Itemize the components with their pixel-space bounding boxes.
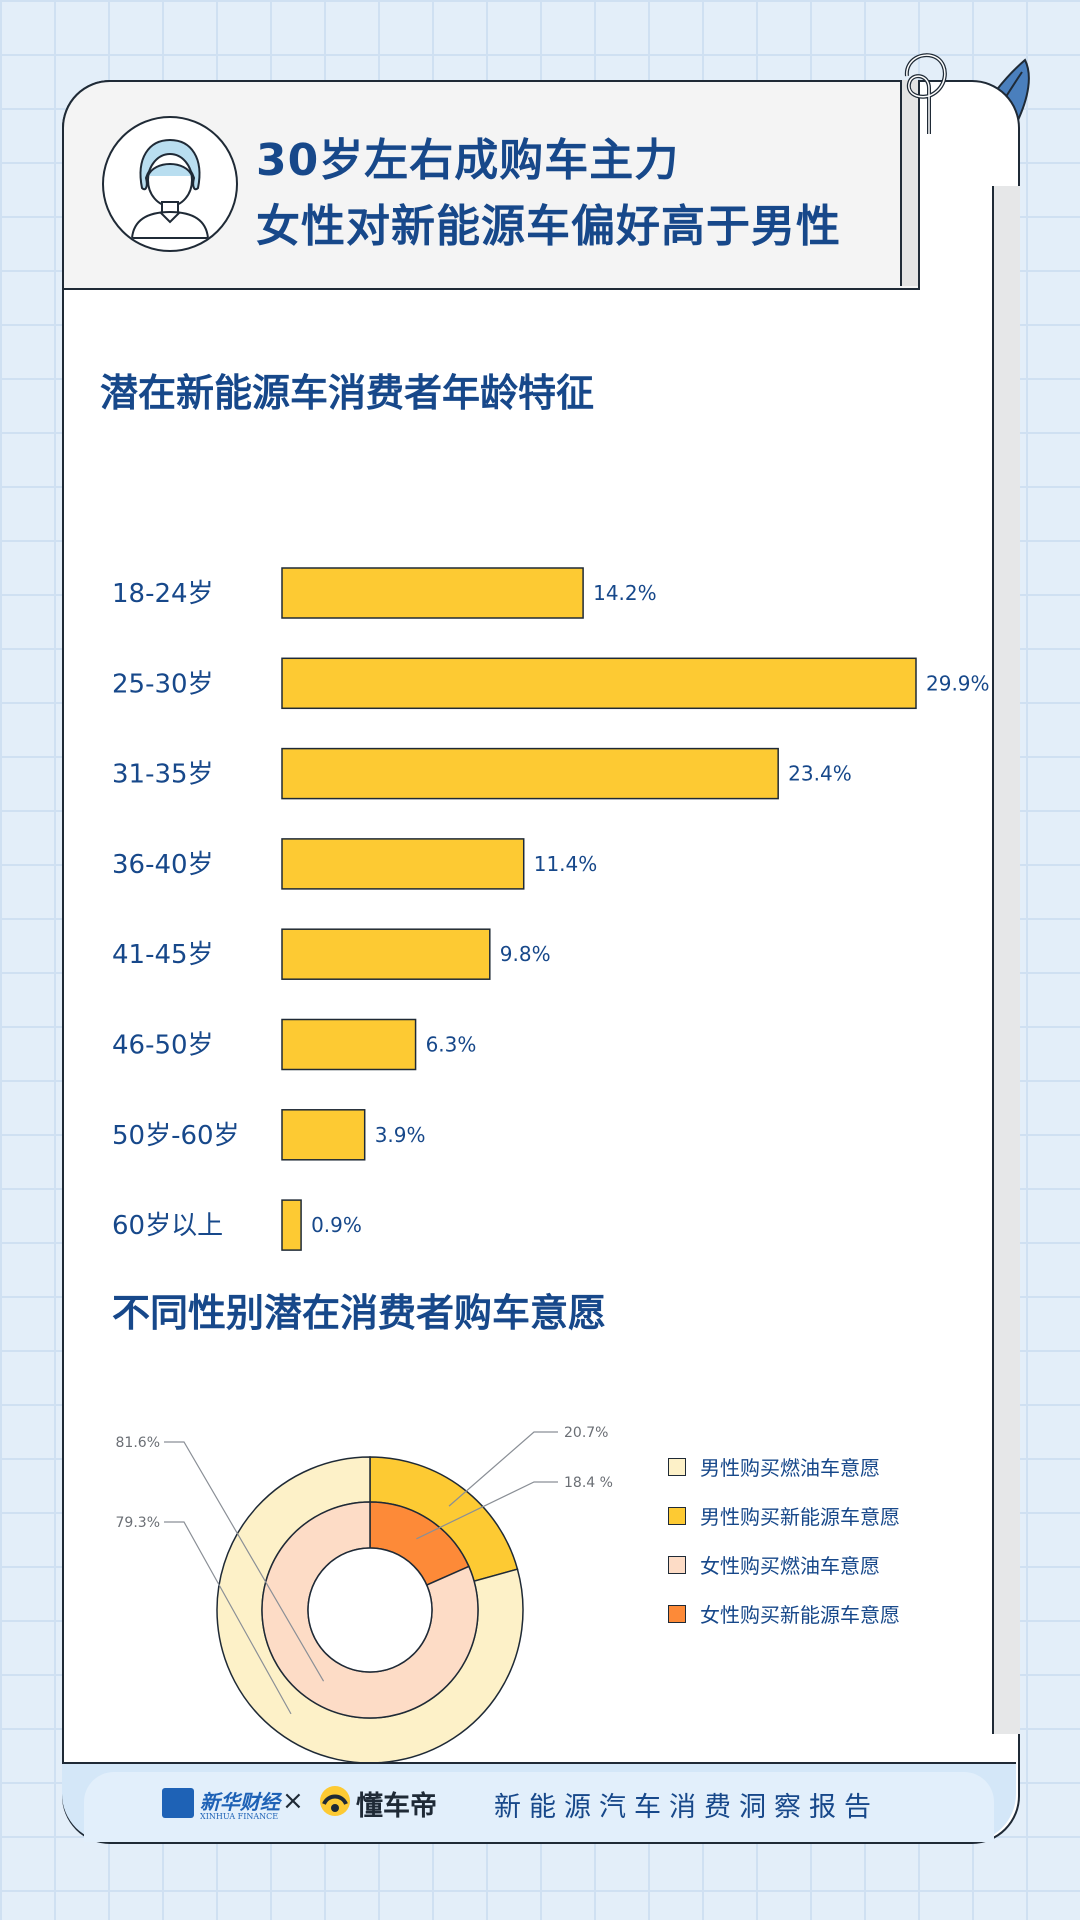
bar-category-label: 31-35岁 bbox=[112, 760, 214, 790]
paper-clip-icon bbox=[904, 53, 947, 134]
bar-category-label: 36-40岁 bbox=[112, 850, 214, 880]
donut-value-label: 20.7% bbox=[564, 1425, 608, 1441]
xinhua-brand-english: XINHUA FINANCE bbox=[200, 1812, 279, 1821]
partner-brand-name: 懂车帝 bbox=[356, 1791, 437, 1822]
donut-value-label: 81.6% bbox=[116, 1435, 160, 1451]
page-title-line-1: 30岁左右成购车主力 bbox=[256, 135, 680, 186]
donut-leader-line bbox=[164, 1521, 292, 1715]
xinhua-logo-icon bbox=[162, 1788, 194, 1818]
legend-label-male-nev: 男性购买新能源车意愿 bbox=[700, 1505, 900, 1529]
footer-inner-panel bbox=[84, 1772, 994, 1842]
woman-avatar-icon bbox=[130, 138, 210, 239]
bar bbox=[281, 567, 584, 619]
bar-value-label: 9.8% bbox=[500, 942, 551, 966]
card-side-shade bbox=[992, 186, 1020, 1734]
legend-item-male-fuel: 男性购买燃油车意愿 bbox=[668, 1452, 900, 1501]
bar-value-label: 3.9% bbox=[375, 1123, 426, 1147]
brand-separator: × bbox=[282, 1786, 304, 1816]
dongchedi-logo-icon bbox=[320, 1786, 350, 1816]
legend-label-male-fuel: 男性购买燃油车意愿 bbox=[700, 1456, 880, 1480]
bar-category-label: 60岁以上 bbox=[112, 1211, 223, 1241]
bar bbox=[281, 838, 525, 890]
bar-value-label: 6.3% bbox=[426, 1033, 477, 1057]
legend-item-female-nev: 女性购买新能源车意愿 bbox=[668, 1599, 900, 1648]
header-side-shade bbox=[900, 80, 920, 286]
bar-category-label: 18-24岁 bbox=[112, 579, 214, 609]
donut-value-label: 18.4 % bbox=[564, 1475, 613, 1491]
bar-value-label: 29.9% bbox=[926, 671, 990, 695]
donut-value-label: 79.3% bbox=[116, 1515, 160, 1531]
legend-item-male-nev: 男性购买新能源车意愿 bbox=[668, 1501, 900, 1550]
legend-swatch-female-fuel bbox=[668, 1556, 686, 1574]
legend-item-female-fuel: 女性购买燃油车意愿 bbox=[668, 1550, 900, 1599]
age-bar-chart: 18-24岁 14.2% 25-30岁 29.9% 31-35岁 23.4% 36-40岁 1… bbox=[112, 567, 990, 1251]
donut-leader-line bbox=[448, 1431, 558, 1507]
main-card: 30岁左右成购车主力 女性对新能源车偏好高于男性 潜在新能源车消费者年龄特征 1… bbox=[62, 53, 1020, 1844]
xinhua-brand-name: 新华财经 bbox=[200, 1790, 280, 1814]
report-name: 新能源汽车消费洞察报告 bbox=[494, 1792, 879, 1823]
donut-leader-line bbox=[416, 1481, 558, 1540]
bar bbox=[281, 928, 491, 980]
bar bbox=[281, 1109, 366, 1161]
donut-leader-line bbox=[164, 1441, 325, 1682]
bar-category-label: 25-30岁 bbox=[112, 669, 214, 699]
bar-value-label: 0.9% bbox=[311, 1213, 362, 1237]
bar bbox=[281, 657, 917, 710]
bar bbox=[281, 747, 779, 800]
page-title-line-2: 女性对新能源车偏好高于男性 bbox=[256, 201, 841, 252]
footer-bar: 新华财经 XINHUA FINANCE × 懂车帝 新能源汽车消费洞察报告 bbox=[62, 1762, 1016, 1842]
bar bbox=[281, 1018, 417, 1071]
bar-category-label: 46-50岁 bbox=[112, 1031, 214, 1061]
legend-swatch-male-fuel bbox=[668, 1458, 686, 1476]
bar-chart-title: 潜在新能源车消费者年龄特征 bbox=[100, 371, 595, 415]
gender-donut-chart: 20.7% 79.3% 18.4 % 81.6% bbox=[116, 1425, 613, 1764]
donut-legend: 男性购买燃油车意愿 男性购买新能源车意愿 女性购买燃油车意愿 女性购买新能源车意… bbox=[668, 1452, 900, 1648]
donut-chart-title: 不同性别潜在消费者购车意愿 bbox=[112, 1291, 607, 1335]
legend-label-female-nev: 女性购买新能源车意愿 bbox=[700, 1603, 900, 1627]
bar-value-label: 23.4% bbox=[788, 762, 852, 786]
bar-value-label: 11.4% bbox=[534, 852, 598, 876]
bar-category-label: 41-45岁 bbox=[112, 940, 214, 970]
legend-label-female-fuel: 女性购买燃油车意愿 bbox=[700, 1554, 880, 1578]
bar-category-label: 50岁-60岁 bbox=[112, 1121, 240, 1151]
bar bbox=[281, 1199, 302, 1251]
legend-swatch-female-nev bbox=[668, 1605, 686, 1623]
legend-swatch-male-nev bbox=[668, 1507, 686, 1525]
header-panel: 30岁左右成购车主力 女性对新能源车偏好高于男性 bbox=[62, 80, 920, 290]
donut-center bbox=[307, 1547, 433, 1673]
bar-value-label: 14.2% bbox=[593, 581, 657, 605]
avatar bbox=[102, 116, 238, 252]
